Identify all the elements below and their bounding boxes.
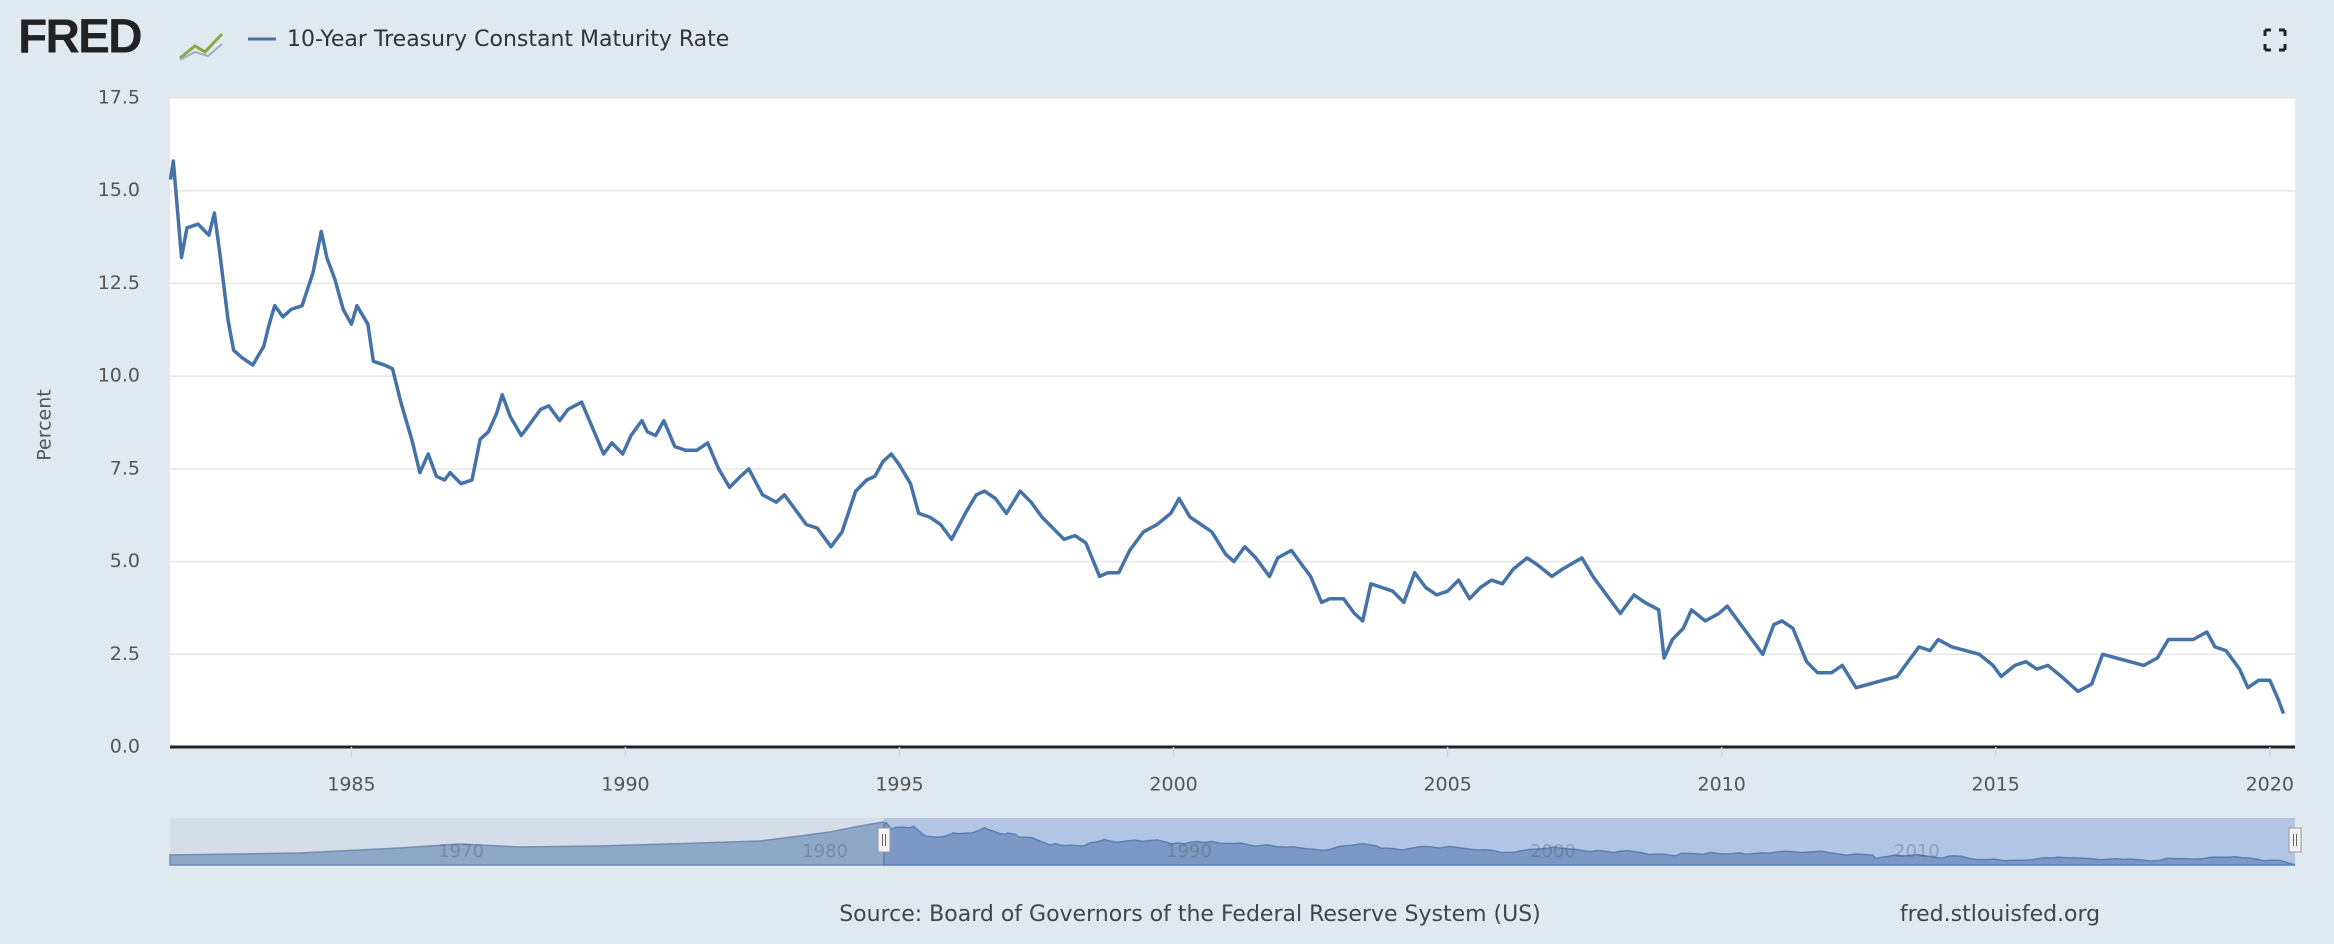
y-tick-label: 2.5 xyxy=(110,643,140,665)
navigator-handle[interactable] xyxy=(2288,827,2302,853)
navigator[interactable]: 1970 1980 1990 2000 2010 xyxy=(169,818,2302,866)
x-tick-label: 2020 xyxy=(2246,774,2294,796)
logo[interactable]: FRED xyxy=(18,11,143,64)
plot-area xyxy=(170,98,2295,747)
source: Source: Board of Governors of the Federa… xyxy=(839,902,1541,927)
navigator-label: 2010 xyxy=(1894,841,1940,862)
y-axis-label: Percent xyxy=(34,389,56,461)
logo-icon xyxy=(179,43,223,61)
x-tick-label: 1995 xyxy=(875,774,923,796)
navigator-label: 2000 xyxy=(1530,841,1576,862)
y-tick-label: 17.5 xyxy=(98,87,140,109)
y-tick-label: 7.5 xyxy=(110,457,140,479)
series-line xyxy=(168,159,2286,715)
fullscreen-button[interactable] xyxy=(2263,28,2287,52)
x-tick-label: 2000 xyxy=(1149,774,1197,796)
y-tick-label: 10.0 xyxy=(98,365,140,387)
navigator-line xyxy=(883,821,2296,866)
x-tick-label: 2005 xyxy=(1423,774,1471,796)
y-tick-label: 0.0 xyxy=(110,736,140,758)
x-tick-label: 1985 xyxy=(327,774,375,796)
legend-label[interactable]: 10-Year Treasury Constant Maturity Rate xyxy=(287,27,729,52)
x-tick-label: 1990 xyxy=(601,774,649,796)
site-link[interactable]: fred.stlouisfed.org xyxy=(1900,902,2100,927)
x-tick-label: 2015 xyxy=(1972,774,2020,796)
x-tick-label: 2010 xyxy=(1698,774,1746,796)
navigator-label: 1980 xyxy=(802,841,848,862)
y-tick-label: 12.5 xyxy=(98,272,140,294)
y-tick-label: 5.0 xyxy=(110,550,140,572)
navigator-history xyxy=(169,821,885,866)
navigator-handle[interactable] xyxy=(877,827,891,853)
navigator-label: 1970 xyxy=(438,841,484,862)
navigator-label: 1990 xyxy=(1166,841,1212,862)
logo-icon xyxy=(179,32,224,60)
y-tick-label: 15.0 xyxy=(98,179,140,201)
